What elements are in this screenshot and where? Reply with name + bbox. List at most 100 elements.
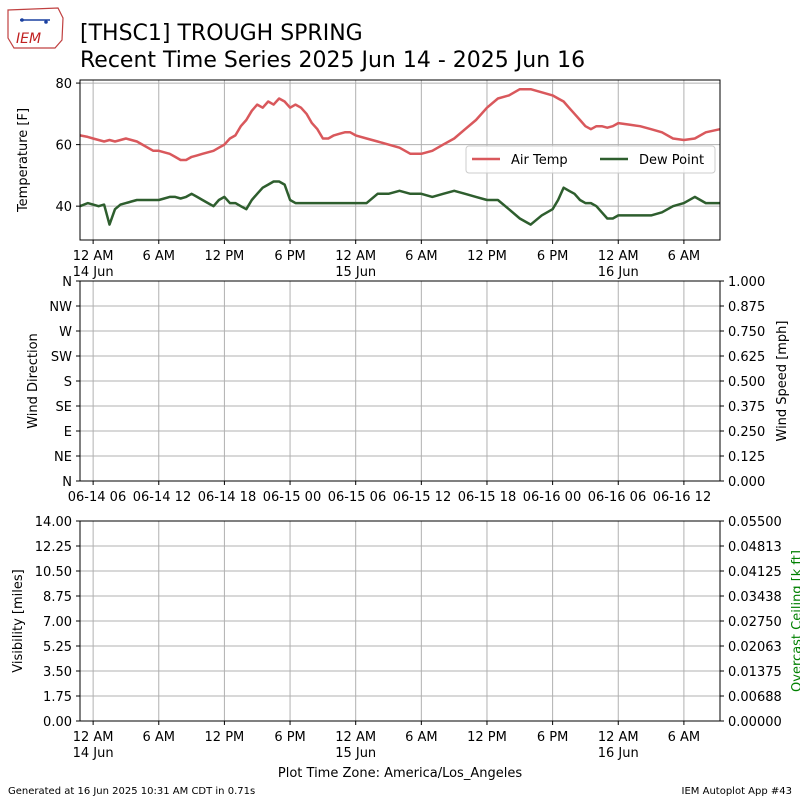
x-tick-date-label: 14 Jun xyxy=(73,265,114,280)
x-tick-label: 12 AM xyxy=(73,730,114,745)
visibility-tick-label: 7.00 xyxy=(43,615,72,630)
dew-point-line xyxy=(79,180,720,226)
visibility-grid xyxy=(80,520,720,722)
x-tick-label: 12 AM xyxy=(598,249,639,264)
visibility-tick-label: 10.50 xyxy=(35,565,72,580)
wind-speed-tick-label: 0.625 xyxy=(728,350,765,365)
x-tick-label: 12 PM xyxy=(467,249,507,264)
x-tick-label: 6 AM xyxy=(668,730,701,745)
ceiling-tick-label: 0.02750 xyxy=(728,615,782,630)
x-tick-label: 12 AM xyxy=(335,730,376,745)
wind-direction-tick-label: SW xyxy=(51,350,72,365)
app-id-note: IEM Autoplot App #43 xyxy=(682,786,792,797)
wind-speed-tick-label: 0.875 xyxy=(728,300,765,315)
x-tick-label: 12 PM xyxy=(467,730,507,745)
wind-speed-axis-label: Wind Speed [mph] xyxy=(775,321,790,442)
ceiling-axis-label: Overcast Ceiling [k ft] xyxy=(790,550,800,692)
x-axis-label: Plot Time Zone: America/Los_Angeles xyxy=(278,766,522,781)
wind-speed-tick-label: 0.750 xyxy=(728,325,765,340)
ceiling-tick-label: 0.05500 xyxy=(728,515,782,530)
legend-dew-point-label: Dew Point xyxy=(639,153,704,168)
visibility-axis-label: Visibility [miles] xyxy=(11,569,26,672)
chart-subtitle: Recent Time Series 2025 Jun 14 - 2025 Ju… xyxy=(80,48,585,73)
wind-x-tick-label: 06-14 12 xyxy=(133,490,191,505)
x-tick-label: 12 AM xyxy=(73,249,114,264)
ceiling-tick-label: 0.03438 xyxy=(728,590,782,605)
wind-x-tick-label: 06-14 06 xyxy=(68,490,126,505)
temperature-grid xyxy=(80,80,720,240)
visibility-tick-label: 5.25 xyxy=(43,640,72,655)
temperature-axes-frame xyxy=(79,79,721,241)
x-tick-label: 6 AM xyxy=(143,730,176,745)
wind-speed-tick-label: 0.375 xyxy=(728,400,765,415)
wind-x-tick-label: 06-14 18 xyxy=(198,490,256,505)
wind-speed-tick-label: 0.125 xyxy=(728,450,765,465)
visibility-ticks: 0.00 1.75 3.50 5.25 7.00 8.75 10.50 12.25 14.00 xyxy=(35,515,80,730)
visibility-tick-label: 0.00 xyxy=(43,715,72,730)
visibility-panel: 0.001.753.505.257.008.7510.5012.2514.00 … xyxy=(11,515,800,781)
x-tick-label: 12 PM xyxy=(205,730,245,745)
y-tick-label: 60 xyxy=(55,139,72,154)
wind-speed-tick-label: 0.000 xyxy=(728,475,765,490)
wind-direction-tick-label: NW xyxy=(49,300,72,315)
wind-speed-tick-label: 0.500 xyxy=(728,375,765,390)
x-tick-label: 12 AM xyxy=(335,249,376,264)
ceiling-ticks: 0.00000 0.00688 0.01375 0.02063 0.02750 0.034… xyxy=(720,515,782,730)
generated-note: Generated at 16 Jun 2025 10:31 AM CDT in… xyxy=(8,786,255,797)
iem-logo: IEM xyxy=(7,7,64,49)
logo-state-shape xyxy=(7,7,64,49)
legend-box xyxy=(465,145,716,174)
ceiling-tick-label: 0.00688 xyxy=(728,690,782,705)
ceiling-tick-label: 0.00000 xyxy=(728,715,782,730)
wind-direction-tick-label: E xyxy=(64,425,72,440)
wind-x-tick-label: 06-16 00 xyxy=(523,490,581,505)
x-tick-label: 6 PM xyxy=(274,249,305,264)
x-tick-date-label: 14 Jun xyxy=(73,746,114,761)
wind-direction-tick-label: NE xyxy=(54,450,72,465)
logo-accent-dot xyxy=(20,18,24,22)
y-tick-label: 80 xyxy=(55,77,72,92)
visibility-tick-label: 12.25 xyxy=(35,540,72,555)
temperature-y-ticks: 40 60 80 xyxy=(55,77,80,215)
x-tick-date-label: 15 Jun xyxy=(335,746,376,761)
wind-direction-tick-label: N xyxy=(62,475,72,490)
x-tick-label: 12 AM xyxy=(598,730,639,745)
x-tick-label: 12 PM xyxy=(205,249,245,264)
temperature-y-axis-label: Temperature [F] xyxy=(16,108,31,213)
visibility-tick-label: 14.00 xyxy=(35,515,72,530)
x-tick-label: 6 AM xyxy=(405,730,438,745)
ceiling-tick-label: 0.04813 xyxy=(728,540,782,555)
wind-direction-ticks: N NE E SE S SW W NW N xyxy=(49,275,80,490)
temperature-series xyxy=(79,87,721,226)
x-tick-date-label: 16 Jun xyxy=(598,265,639,280)
logo-accent-dot xyxy=(44,20,48,24)
wind-direction-tick-label: SE xyxy=(56,400,72,415)
ceiling-tick-label: 0.01375 xyxy=(728,665,782,680)
air-temp-line xyxy=(79,87,721,162)
wind-x-tick-label: 06-16 06 xyxy=(588,490,646,505)
x-tick-label: 6 AM xyxy=(405,249,438,264)
visibility-tick-label: 1.75 xyxy=(43,690,72,705)
logo-text: IEM xyxy=(16,31,41,47)
wind-direction-tick-label: N xyxy=(62,275,72,290)
wind-direction-tick-label: W xyxy=(59,325,72,340)
x-tick-date-label: 16 Jun xyxy=(598,746,639,761)
legend-air-temp-label: Air Temp xyxy=(511,153,568,168)
wind-direction-axis-label: Wind Direction xyxy=(26,333,41,429)
visibility-tick-label: 3.50 xyxy=(43,665,72,680)
visibility-tick-label: 8.75 xyxy=(43,590,72,605)
wind-x-tick-label: 06-16 12 xyxy=(653,490,711,505)
x-tick-date-label: 15 Jun xyxy=(335,265,376,280)
chart-title: [THSC1] TROUGH SPRING xyxy=(80,21,363,46)
wind-speed-tick-label: 1.000 xyxy=(728,275,765,290)
wind-speed-ticks: 0.000 0.125 0.250 0.375 0.500 0.625 0.750 0.875… xyxy=(720,275,765,490)
wind-direction-tick-label: S xyxy=(64,375,72,390)
x-tick-label: 6 AM xyxy=(143,249,176,264)
ceiling-tick-label: 0.04125 xyxy=(728,565,782,580)
wind-x-tick-label: 06-15 00 xyxy=(263,490,321,505)
